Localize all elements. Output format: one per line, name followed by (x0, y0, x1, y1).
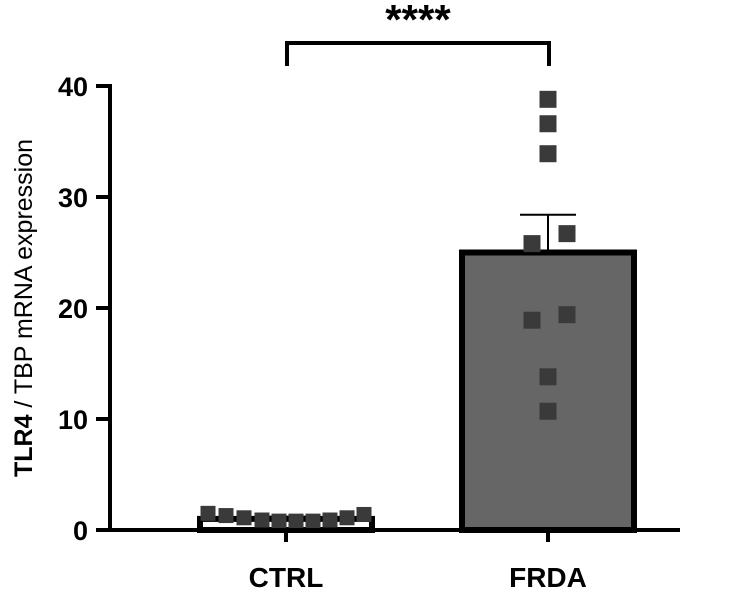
data-point-frda (539, 402, 557, 420)
data-point-frda (523, 311, 541, 329)
data-point-frda (558, 225, 576, 243)
data-point-frda (523, 235, 541, 253)
y-tick-label: 10 (58, 405, 88, 435)
data-point-ctrl (339, 510, 355, 526)
data-point-frda (539, 115, 557, 133)
y-tick-label: 0 (73, 516, 88, 546)
data-point-ctrl (288, 513, 304, 529)
x-tick-label: CTRL (249, 562, 324, 591)
y-axis-label: TLR4 / TBP mRNA expression (10, 139, 38, 477)
data-point-frda (558, 306, 576, 324)
bar-frda (459, 249, 637, 533)
bars (197, 213, 637, 534)
x-axis: CTRL FRDA (108, 528, 680, 591)
data-point-ctrl (236, 510, 252, 526)
y-tick-label: 40 (58, 72, 88, 102)
significance-annotation: **** (285, 0, 551, 66)
data-point-ctrl (200, 505, 216, 521)
data-point-ctrl (271, 513, 287, 529)
data-point-ctrl (218, 508, 234, 524)
data-point-ctrl (356, 506, 372, 522)
y-axis: 0 10 20 30 40 (58, 72, 112, 546)
data-point-frda (539, 90, 557, 108)
y-tick-label: 20 (58, 294, 88, 324)
data-point-frda (539, 368, 557, 386)
y-tick-label: 30 (58, 183, 88, 213)
y-axis-label-gene: TLR4 (10, 414, 38, 477)
significance-bracket (285, 41, 551, 66)
data-point-ctrl (305, 513, 321, 529)
data-points (200, 90, 576, 529)
y-axis-label-rest: / TBP mRNA expression (10, 139, 38, 415)
data-point-frda (539, 145, 557, 163)
significance-stars: **** (385, 0, 451, 43)
x-tick-label: FRDA (509, 562, 587, 591)
data-point-ctrl (254, 512, 270, 528)
data-point-ctrl (322, 512, 338, 528)
